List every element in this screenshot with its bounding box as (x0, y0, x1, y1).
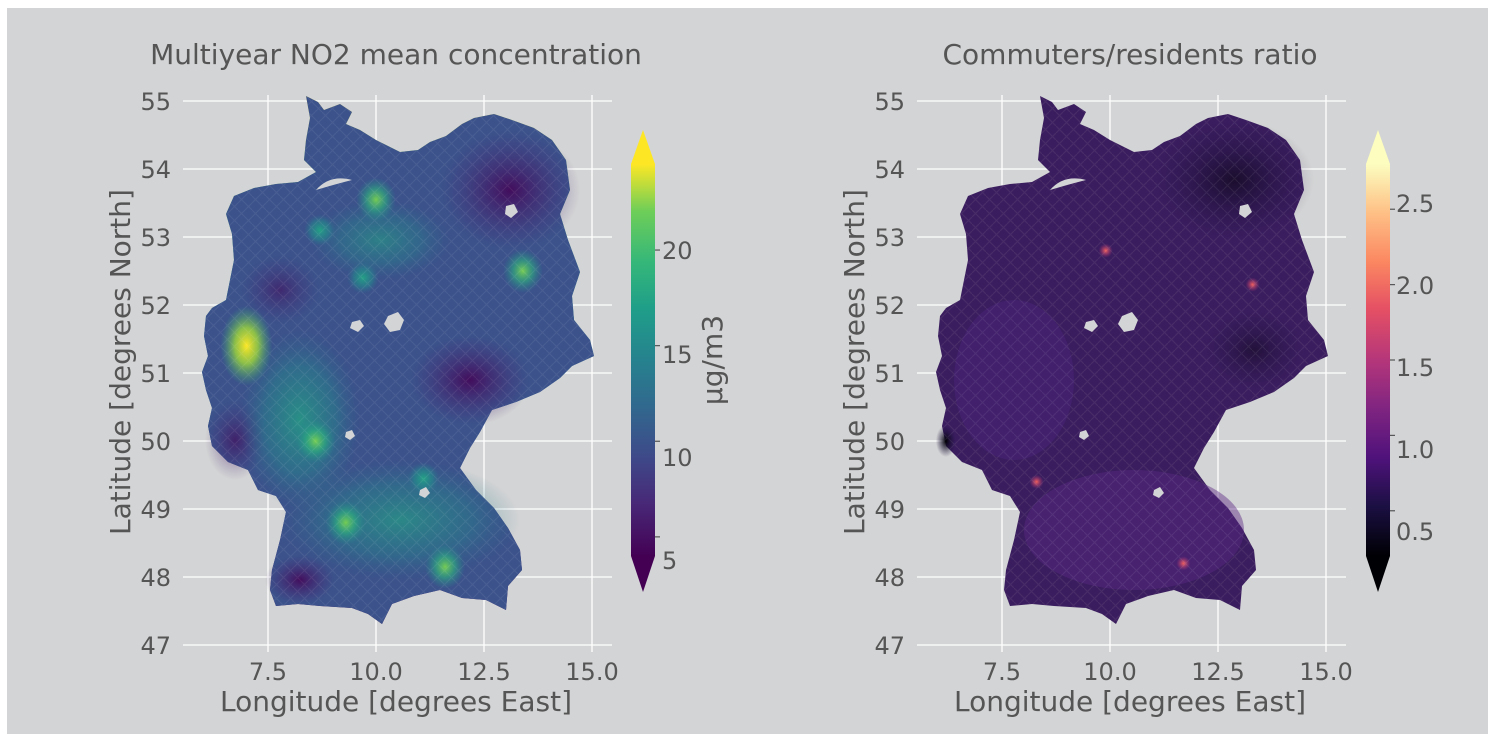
x-tick-label: 15.0 (1299, 658, 1352, 686)
colorbar-tick-label: 15 (662, 341, 693, 369)
colorbar-tick-label: 10 (662, 444, 693, 472)
colorbar-extend-min (631, 556, 655, 592)
y-tick-label: 51 (874, 360, 905, 388)
x-tick-label: 15.0 (565, 658, 618, 686)
x-tick-label: 7.5 (983, 658, 1021, 686)
x-tick-labels: 7.5 10.0 12.5 15.0 (249, 658, 619, 686)
panel-commuters: Commuters/residents ratio (838, 38, 1434, 718)
x-tick-labels: 7.5 10.0 12.5 15.0 (983, 658, 1353, 686)
colorbar-extend-min (1366, 556, 1390, 592)
germany-mesh (202, 96, 594, 624)
y-tick-label: 52 (140, 292, 171, 320)
y-tick-label: 50 (874, 428, 905, 456)
x-tick-label: 12.5 (1191, 658, 1244, 686)
y-tick-label: 48 (140, 564, 171, 592)
y-tick-labels: 55 54 53 52 51 50 49 48 47 (140, 88, 171, 660)
colorbar-tick-label: 5 (662, 547, 677, 575)
colorbar-body (1366, 164, 1390, 556)
y-tick-label: 49 (874, 496, 905, 524)
y-tick-label: 51 (140, 360, 171, 388)
y-tick-label: 55 (874, 88, 905, 116)
colorbar-tick-label: 2.5 (1396, 190, 1434, 218)
colorbar-label: μg/m3 (696, 315, 729, 405)
x-tick-label: 7.5 (249, 658, 287, 686)
colorbar-ticks (1390, 208, 1395, 512)
y-tick-label: 50 (140, 428, 171, 456)
y-tick-label: 54 (140, 156, 171, 184)
panel-title: Multiyear NO2 mean concentration (150, 38, 642, 71)
x-tick-label: 10.0 (1083, 658, 1136, 686)
y-axis-label: Latitude [degrees North] (104, 189, 137, 535)
x-tick-label: 12.5 (457, 658, 510, 686)
no-data-patches (316, 178, 518, 498)
colorbar-tick-label: 0.5 (1396, 518, 1434, 546)
y-tick-label: 47 (140, 632, 171, 660)
y-tick-label: 47 (874, 632, 905, 660)
colorbar-tick-label: 1.0 (1396, 436, 1434, 464)
x-tick-label: 10.0 (349, 658, 402, 686)
panel-no2: Multiyear NO2 mean concentration (104, 38, 729, 718)
germany-map (935, 96, 1328, 624)
no-data-patches (1050, 178, 1252, 498)
colorbar-tick-label: 2.0 (1396, 272, 1434, 300)
x-axis-label: Longitude [degrees East] (220, 685, 572, 718)
x-axis-label: Longitude [degrees East] (954, 685, 1306, 718)
y-tick-label: 48 (874, 564, 905, 592)
y-axis-label: Latitude [degrees North] (838, 189, 871, 535)
panel-title: Commuters/residents ratio (943, 38, 1318, 71)
germany-mesh (936, 96, 1328, 624)
y-tick-labels: 55 54 53 52 51 50 49 48 47 (874, 88, 905, 660)
y-tick-label: 53 (140, 224, 171, 252)
y-tick-label: 49 (140, 496, 171, 524)
colorbar-tick-label: 1.5 (1396, 354, 1434, 382)
colorbar-ticks (655, 249, 660, 538)
colorbar: 2.5 2.0 1.5 1.0 0.5 (1366, 130, 1434, 592)
colorbar: 20 15 10 5 μg/m3 (631, 130, 729, 592)
y-tick-label: 55 (140, 88, 171, 116)
colorbar-extend-max (631, 130, 655, 164)
y-tick-label: 54 (874, 156, 905, 184)
colorbar-tick-label: 20 (662, 237, 693, 265)
germany-map (202, 96, 594, 624)
y-tick-label: 53 (874, 224, 905, 252)
colorbar-extend-max (1366, 130, 1390, 164)
y-tick-label: 52 (874, 292, 905, 320)
colorbar-body (631, 164, 655, 556)
